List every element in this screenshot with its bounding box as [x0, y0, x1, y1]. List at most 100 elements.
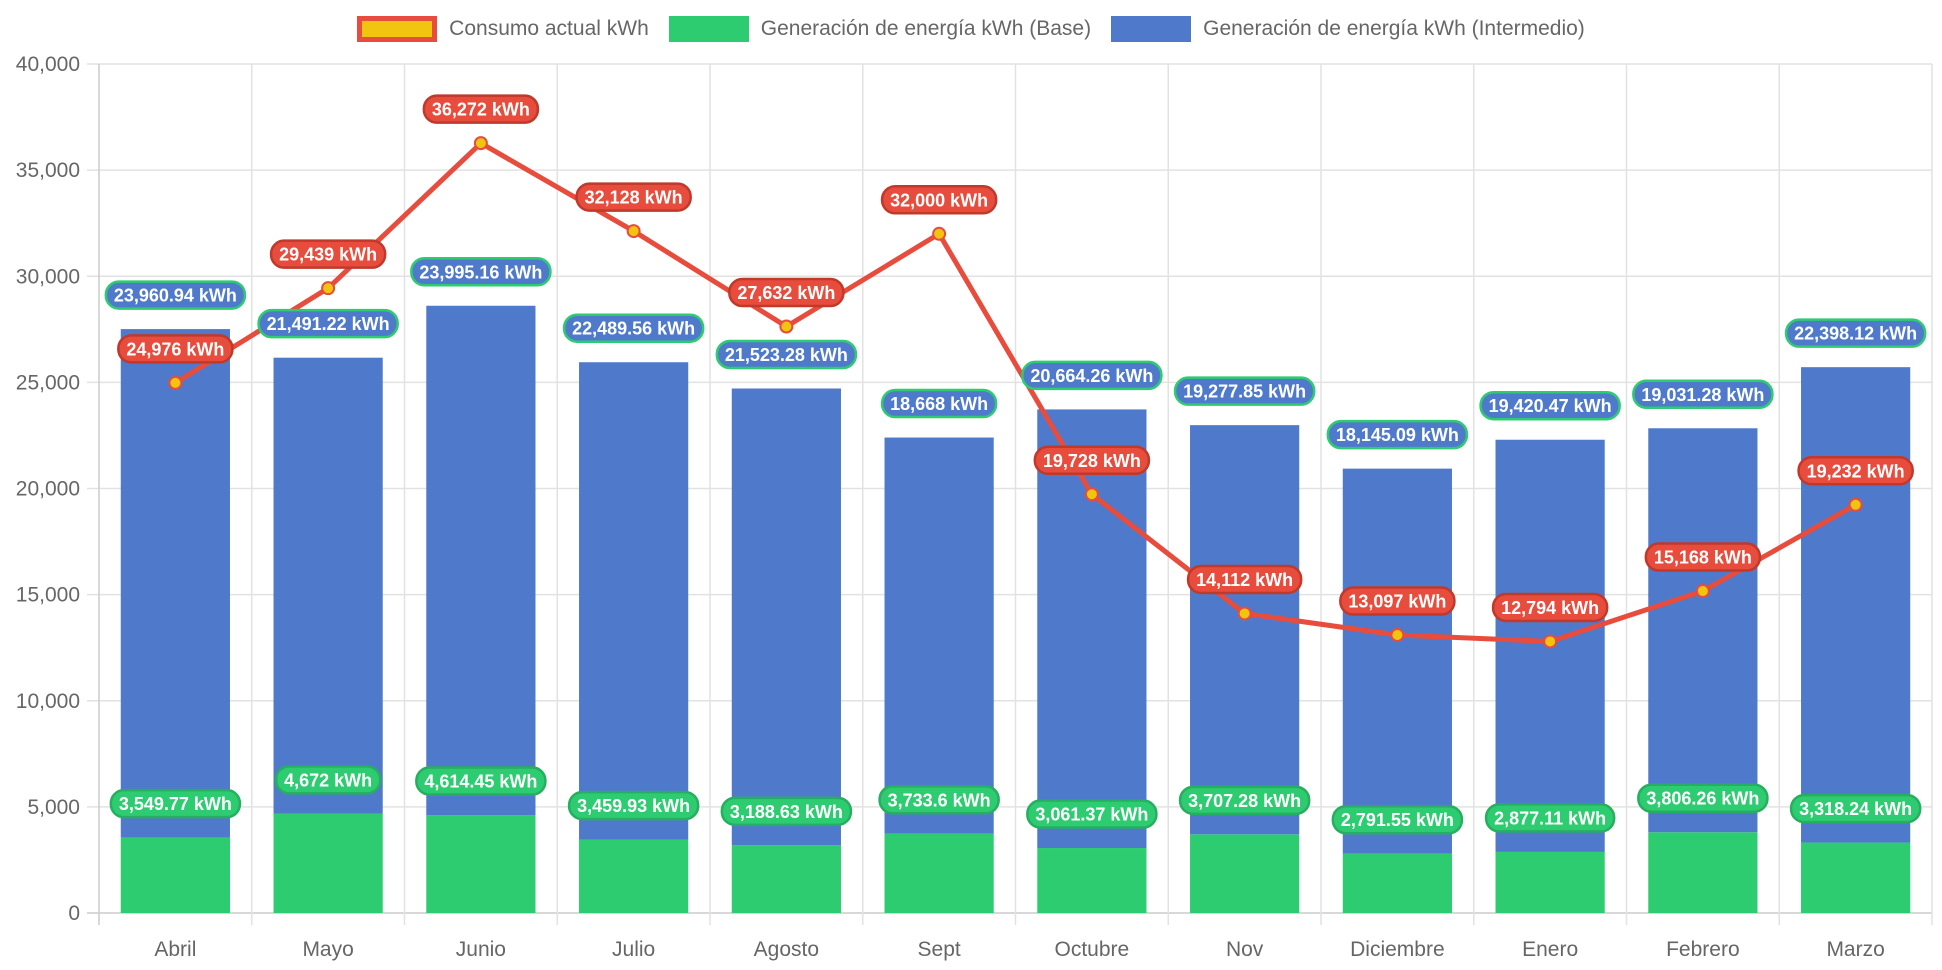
- intermedio-data-label: 19,031.28 kWh: [1632, 379, 1774, 410]
- bar-intermedio: [426, 305, 536, 816]
- consumo-point: [1390, 628, 1405, 643]
- intermedio-data-label-bg: [715, 339, 858, 370]
- bar-intermedio: [731, 388, 841, 846]
- y-tick-label: 0: [68, 902, 80, 925]
- base-data-label-bg: [878, 785, 1000, 815]
- legend-item-base[interactable]: Generación de energía kWh (Base): [668, 16, 1092, 42]
- base-data-label-bg: [567, 790, 700, 821]
- intermedio-data-label-text: 21,491.22 kWh: [267, 314, 390, 334]
- intermedio-data-label-bg: [1326, 419, 1469, 450]
- bar-intermedio: [273, 357, 383, 814]
- base-data-label-bg: [1331, 804, 1464, 835]
- intermedio-data-label: 22,398.12 kWh: [1784, 318, 1927, 348]
- bar-base: [1037, 848, 1147, 913]
- base-data-label: 3,707.28 kWh: [1178, 785, 1311, 816]
- base-data-label-bg: [1026, 799, 1158, 829]
- bar-intermedio: [1037, 409, 1147, 849]
- base-data-label: 3,733.6 kWh: [878, 785, 1000, 815]
- legend-item-intermedio[interactable]: Generación de energía kWh (Intermedio): [1111, 16, 1585, 42]
- base-data-label-bg: [1484, 803, 1616, 833]
- y-tick-label: 20,000: [16, 478, 80, 501]
- consumo-data-label: 13,097 kWh: [1339, 586, 1456, 616]
- bar-base: [1342, 853, 1452, 913]
- consumo-data-label: 14,112 kWh: [1186, 564, 1303, 595]
- x-tick-label: Marzo: [1826, 938, 1884, 961]
- legend-label-base: Generación de energía kWh (Base): [760, 17, 1092, 40]
- base-data-label: 4,614.45 kWh: [415, 766, 547, 796]
- consumo-line: [174, 140, 1857, 644]
- consumo-data-label-bg: [880, 185, 998, 215]
- legend-label-consumo: Consumo actual kWh: [449, 17, 649, 40]
- consumo-data-label-bg: [1644, 542, 1762, 572]
- consumo-point: [1848, 497, 1863, 512]
- consumo-data-label: 24,976 kWh: [117, 334, 234, 364]
- base-data-label-text: 3,188.63 kWh: [730, 802, 843, 822]
- base-data-label-text: 2,877.11 kWh: [1494, 808, 1606, 828]
- consumo-data-label-bg: [728, 277, 845, 308]
- intermedio-data-label-bg: [562, 313, 705, 343]
- base-data-label: 3,188.63 kWh: [720, 796, 853, 827]
- legend-item-consumo[interactable]: Consumo actual kWh: [357, 16, 649, 42]
- intermedio-data-label: 18,145.09 kWh: [1326, 419, 1469, 450]
- consumo-data-label-text: 36,272 kWh: [432, 100, 530, 120]
- base-data-label: 3,318.24 kWh: [1789, 793, 1922, 824]
- legend-label-intermedio: Generación de energía kWh (Intermedio): [1203, 17, 1585, 40]
- base-data-label-bg: [109, 788, 242, 819]
- base-data-label-text: 4,672 kWh: [284, 770, 372, 790]
- x-tick-label: Enero: [1522, 938, 1578, 961]
- bar-base: [1801, 842, 1911, 913]
- base-data-label-bg: [415, 766, 547, 796]
- bar-base: [426, 815, 536, 913]
- bar-base: [1190, 834, 1300, 913]
- consumo-point: [932, 226, 947, 241]
- intermedio-data-label-text: 19,277.85 kWh: [1183, 382, 1306, 402]
- bar-intermedio: [1801, 367, 1911, 843]
- intermedio-data-label-text: 23,995.16 kWh: [419, 262, 542, 282]
- consumo-data-label-text: 13,097 kWh: [1348, 592, 1446, 612]
- consumo-point: [321, 281, 336, 296]
- chart-legend: Consumo actual kWh Generación de energía…: [0, 16, 1942, 42]
- bar-intermedio: [120, 329, 230, 838]
- bar-base: [273, 813, 383, 913]
- base-data-label-text: 2,791.55 kWh: [1341, 810, 1454, 830]
- consumo-data-label: 32,000 kWh: [880, 185, 998, 215]
- base-data-label-bg: [720, 796, 853, 827]
- base-data-label-text: 3,061.37 kWh: [1035, 805, 1148, 825]
- consumo-data-label-bg: [422, 94, 540, 124]
- bar-intermedio: [1190, 425, 1300, 835]
- intermedio-data-label: 19,420.47 kWh: [1479, 390, 1621, 421]
- base-data-label: 3,549.77 kWh: [109, 788, 242, 819]
- consumo-data-label-text: 14,112 kWh: [1196, 570, 1293, 590]
- intermedio-data-label-bg: [880, 388, 998, 419]
- intermedio-data-label: 23,995.16 kWh: [410, 257, 552, 287]
- consumo-data-label-text: 32,000 kWh: [890, 190, 988, 210]
- consumo-data-label-bg: [117, 334, 234, 364]
- intermedio-data-label-text: 18,668 kWh: [890, 394, 988, 414]
- consumo-point: [1084, 487, 1099, 502]
- base-data-label: 3,459.93 kWh: [567, 790, 700, 821]
- intermedio-data-label-text: 22,398.12 kWh: [1794, 324, 1917, 344]
- x-tick-label: Nov: [1226, 938, 1264, 961]
- intermedio-data-label-bg: [1479, 390, 1621, 421]
- intermedio-data-label-bg: [104, 280, 247, 310]
- x-tick-label: Abril: [154, 938, 196, 961]
- consumo-data-label: 15,168 kWh: [1644, 542, 1762, 572]
- intermedio-data-label-text: 22,489.56 kWh: [572, 319, 695, 339]
- legend-swatch-base: [668, 16, 749, 42]
- consumo-data-label: 29,439 kWh: [269, 239, 387, 269]
- base-data-label-bg: [274, 765, 382, 795]
- x-tick-label: Agosto: [754, 938, 819, 961]
- x-tick-label: Octubre: [1055, 938, 1130, 961]
- consumo-data-label: 32,128 kWh: [575, 182, 692, 212]
- consumo-data-label-bg: [1491, 592, 1609, 623]
- bar-intermedio: [1648, 428, 1758, 833]
- consumo-point: [1543, 634, 1558, 649]
- bar-intermedio: [1342, 468, 1452, 854]
- bar-intermedio: [579, 362, 689, 840]
- base-data-label-text: 3,806.26 kWh: [1646, 789, 1759, 809]
- base-data-label-text: 3,459.93 kWh: [577, 796, 690, 816]
- consumo-data-label-text: 19,232 kWh: [1807, 461, 1905, 481]
- base-data-label-text: 3,707.28 kWh: [1188, 791, 1301, 811]
- consumo-point: [1237, 606, 1252, 621]
